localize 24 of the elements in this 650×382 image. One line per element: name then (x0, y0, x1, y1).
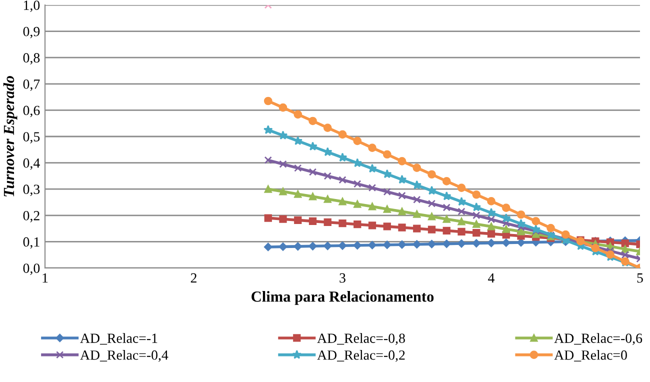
y-tick-label: 0,1 (23, 237, 40, 249)
x-tick-label: 1 (42, 273, 48, 282)
legend-label: AD_Relac=-0,2 (317, 350, 405, 362)
legend-label: AD_Relac=-1 (80, 333, 158, 345)
x-axis-title: Clima para Relacionamento (252, 291, 434, 305)
y-tick-label: 1,0 (24, 0, 40, 12)
legend-label: AD_Relac=-0,4 (80, 350, 168, 362)
y-tick-label: 0,8 (23, 53, 40, 65)
x-tick-label: 3 (340, 273, 346, 283)
y-tick-label: 0,3 (23, 184, 40, 196)
y-tick-label: 0,0 (23, 264, 40, 275)
y-axis-title: Turnover Esperado (3, 76, 18, 196)
y-tick-label: 0,9 (23, 26, 40, 38)
x-tick-label: 2 (190, 273, 196, 282)
y-tick-label: 0,5 (23, 132, 40, 144)
legend-label: AD_Relac=-0,6 (554, 333, 642, 345)
x-tick-label: 5 (637, 273, 643, 283)
y-tick-label: 0,6 (23, 106, 40, 118)
y-tick-label: 0,2 (23, 210, 40, 222)
y-tick-label: 0,7 (23, 79, 40, 91)
y-tick-label: 0,4 (23, 158, 40, 170)
x-tick-label: 4 (488, 273, 495, 282)
legend-label: AD_Relac=-0,8 (317, 333, 405, 345)
legend-label: AD_Relac=0 (554, 350, 627, 362)
